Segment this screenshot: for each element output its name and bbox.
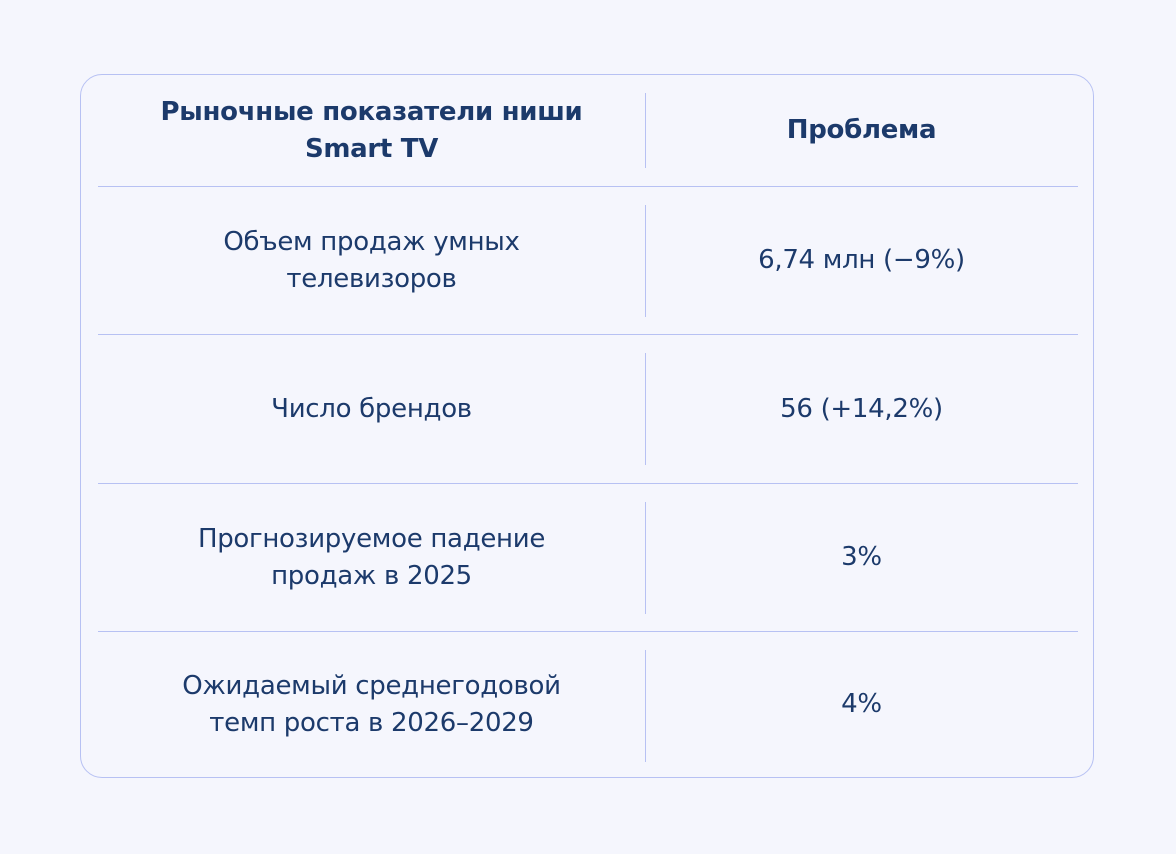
column-divider (645, 353, 646, 465)
table-header-row: Рыночные показатели ниши Smart TV Пробле… (98, 75, 1078, 186)
table-row: Прогнозируемое падение продаж в 2025 3% (98, 484, 1078, 631)
market-table: Рыночные показатели ниши Smart TV Пробле… (80, 74, 1094, 778)
table-row: Ожидаемый среднегодовой темп роста в 202… (98, 632, 1078, 777)
metric-label: Число брендов (271, 393, 472, 424)
metric-cell: Ожидаемый среднегодовой темп роста в 202… (98, 632, 645, 777)
column-divider (645, 650, 646, 762)
row-divider (98, 186, 1078, 187)
header-problem-label: Проблема (786, 115, 937, 145)
value-cell: 3% (645, 484, 1078, 631)
row-divider (98, 334, 1078, 335)
metric-cell: Число брендов (98, 335, 645, 483)
metric-label: Прогнозируемое падение продаж в 2025 (197, 523, 546, 591)
header-cell-metrics: Рыночные показатели ниши Smart TV (98, 75, 645, 186)
column-divider (645, 502, 646, 614)
column-divider (645, 205, 646, 317)
metric-value: 4% (841, 689, 882, 719)
column-divider (645, 93, 646, 168)
metric-cell: Объем продаж умных телевизоров (98, 187, 645, 334)
metric-value: 6,74 млн (−9%) (758, 245, 965, 275)
metric-value: 3% (841, 542, 882, 572)
header-metrics-label: Рыночные показатели ниши Smart TV (160, 96, 583, 164)
metric-cell: Прогнозируемое падение продаж в 2025 (98, 484, 645, 631)
row-divider (98, 483, 1078, 484)
value-cell: 6,74 млн (−9%) (645, 187, 1078, 334)
row-divider (98, 631, 1078, 632)
header-cell-problem: Проблема (645, 75, 1078, 186)
metric-value: 56 (+14,2%) (780, 393, 943, 424)
metric-label: Ожидаемый среднегодовой темп роста в 202… (182, 670, 561, 738)
table-row: Число брендов 56 (+14,2%) (98, 335, 1078, 483)
value-cell: 56 (+14,2%) (645, 335, 1078, 483)
metric-label: Объем продаж умных телевизоров (223, 226, 520, 294)
value-cell: 4% (645, 632, 1078, 777)
table-row: Объем продаж умных телевизоров 6,74 млн … (98, 187, 1078, 334)
